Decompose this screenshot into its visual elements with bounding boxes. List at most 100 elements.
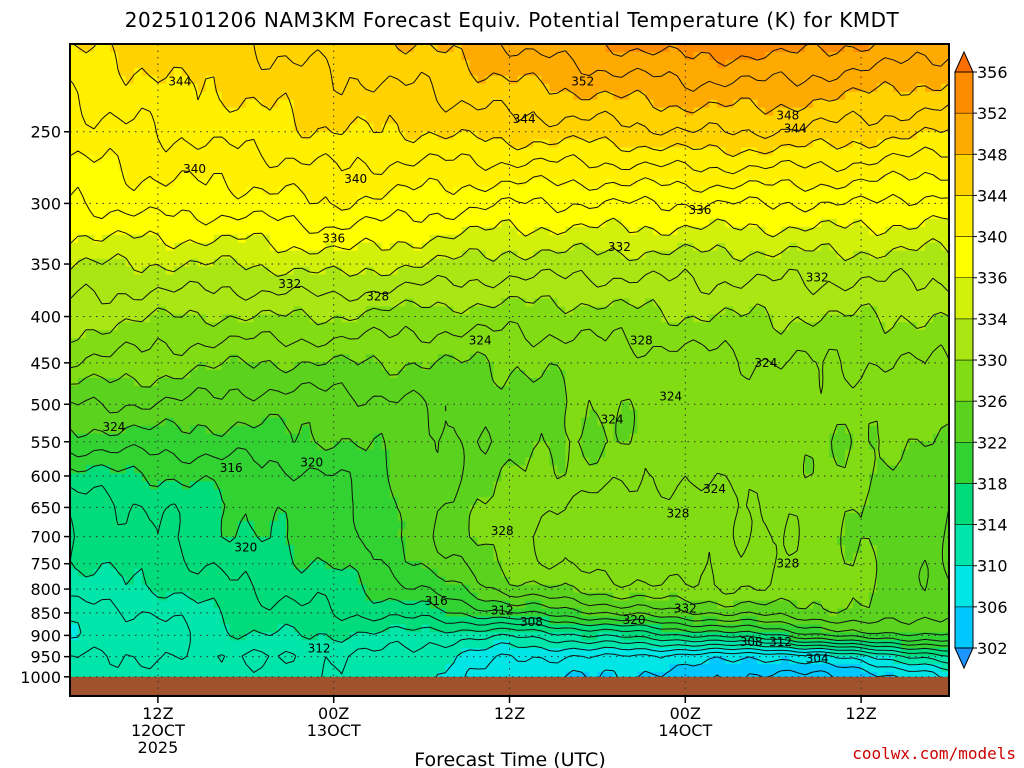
- y-tick-label: 750: [30, 555, 61, 574]
- y-tick-label: 600: [30, 467, 61, 486]
- colorbar-bin: [954, 565, 974, 608]
- y-tick-label: 400: [30, 308, 61, 327]
- colorbar-bin: [954, 277, 974, 320]
- chart-title: 2025101206 NAM3KM Forecast Equiv. Potent…: [124, 8, 900, 32]
- x-tick-label: 13OCT: [307, 721, 361, 740]
- colorbar-tick-label: 352: [977, 104, 1008, 123]
- contour-label: 320: [234, 541, 257, 555]
- grid-lines: [70, 44, 949, 696]
- colorbar-tick-label: 314: [977, 516, 1008, 535]
- colorbar-bin: [954, 195, 974, 237]
- y-tick-label: 1000: [20, 668, 61, 687]
- x-tick-label: 00Z: [318, 704, 349, 723]
- colorbar-bin: [954, 154, 974, 196]
- colorbar-top-arrow: [954, 50, 974, 73]
- colorbar-tick-label: 318: [977, 474, 1008, 493]
- theta-e-color-field: [70, 44, 949, 696]
- y-tick-label: 350: [30, 255, 61, 274]
- ground-fill: [70, 676, 949, 696]
- x-tick-label: 12Z: [142, 704, 173, 723]
- colorbar-tick-label: 356: [977, 63, 1008, 82]
- contour-label: 308: [520, 615, 543, 629]
- contour-label: 312: [308, 641, 331, 655]
- contour-label: 324: [703, 482, 726, 496]
- contour-label: 324: [659, 389, 682, 403]
- y-tick-label: 650: [30, 498, 61, 517]
- contour-label: 320: [300, 456, 323, 470]
- colorbar-tick-label: 306: [977, 598, 1008, 617]
- contour-label: 352: [571, 74, 594, 88]
- y-tick-label: 300: [30, 194, 61, 213]
- colorbar-tick-label: 348: [977, 145, 1008, 164]
- contour-label: 332: [674, 601, 697, 615]
- contour-label: 328: [776, 557, 799, 571]
- colorbar-tick-label: 334: [977, 310, 1008, 329]
- colorbar-bin: [954, 400, 974, 443]
- contour-label: 312: [491, 604, 514, 618]
- x-tick-label: 14OCT: [658, 721, 712, 740]
- colorbar-bin: [954, 112, 974, 155]
- contour-label: 324: [102, 420, 125, 434]
- contour-label: 340: [344, 172, 367, 186]
- contour-label: 344: [168, 74, 191, 88]
- contour-label: 336: [688, 203, 711, 217]
- contour-label: 316: [220, 461, 243, 475]
- x-tick-label: 2025: [138, 738, 179, 757]
- contour-label: 336: [322, 232, 345, 246]
- contour-labels: 344 3523483443443403403363363323323323283…: [102, 74, 828, 665]
- colorbar-tick-label: 344: [977, 186, 1008, 205]
- y-tick-label: 850: [30, 604, 61, 623]
- contour-label: 316: [425, 594, 448, 608]
- contour-label: 312: [769, 635, 792, 649]
- colorbar-bin: [954, 524, 974, 566]
- x-tick-label: 00Z: [670, 704, 701, 723]
- contour-label: 348: [776, 109, 799, 123]
- ground-surface: [70, 676, 949, 696]
- contour-label: 328: [667, 506, 690, 520]
- colorbar: 302 306 310 314 318 322 326 330 334 336 340 344 348 3…: [954, 50, 1008, 670]
- contour-label: 328: [630, 333, 653, 347]
- x-axis-label: Forecast Time (UTC): [414, 749, 605, 768]
- colorbar-bin: [954, 606, 974, 649]
- colorbar-tick-label: 322: [977, 433, 1008, 452]
- x-tick-label: 12Z: [494, 704, 525, 723]
- colorbar-tick-label: 326: [977, 392, 1008, 411]
- colorbar-bin: [954, 359, 974, 402]
- colorbar-tick-label: 340: [977, 228, 1008, 247]
- colorbar-bin: [954, 318, 974, 361]
- colorbar-bin: [954, 442, 974, 484]
- colorbar-bin: [954, 236, 974, 278]
- contour-label: 320: [623, 613, 646, 627]
- contour-label: 324: [469, 333, 492, 347]
- contour-label: 344: [784, 122, 807, 136]
- contour-label: 332: [608, 240, 631, 254]
- contour-label: 344: [513, 112, 536, 126]
- contour-label: 340: [183, 162, 206, 176]
- y-tick-label: 950: [30, 648, 61, 667]
- colorbar-bin: [954, 483, 974, 525]
- y-tick-label: 250: [30, 123, 61, 142]
- x-tick-label: 12Z: [845, 704, 876, 723]
- colorbar-bottom-arrow: [954, 647, 974, 670]
- contour-label: 328: [366, 289, 389, 303]
- contour-label: 328: [491, 524, 514, 538]
- contour-label: 304: [806, 652, 829, 666]
- credit-text: coolwx.com/models: [852, 744, 1016, 763]
- colorbar-tick-label: 302: [977, 639, 1008, 658]
- colorbar-tick-label: 310: [977, 557, 1008, 576]
- contour-label: 308: [740, 635, 763, 649]
- y-tick-label: 900: [30, 626, 61, 645]
- contour-label: 332: [806, 270, 829, 284]
- colorbar-tick-label: 336: [977, 269, 1008, 288]
- colorbar-bin: [954, 71, 974, 114]
- colorbar-tick-label: 330: [977, 351, 1008, 370]
- y-tick-label: 700: [30, 528, 61, 547]
- y-tick-label: 500: [30, 395, 61, 414]
- y-tick-label: 550: [30, 433, 61, 452]
- contour-label: 324: [754, 356, 777, 370]
- contour-label: 324: [601, 413, 624, 427]
- contour-label: 332: [278, 277, 301, 291]
- y-tick-label: 800: [30, 580, 61, 599]
